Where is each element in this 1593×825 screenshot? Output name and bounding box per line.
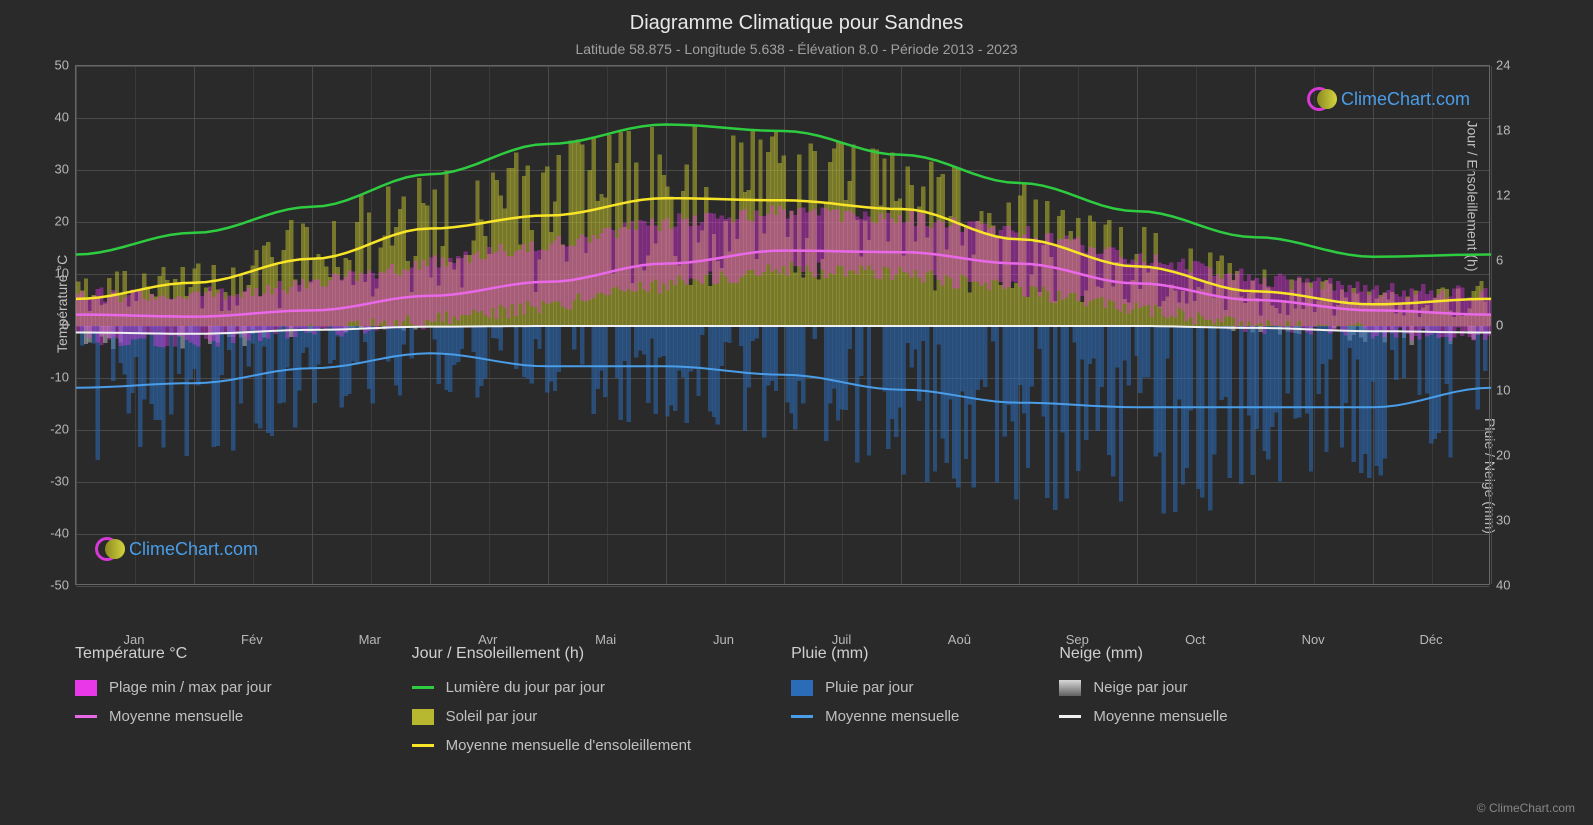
- legend-col-rain: Pluie (mm) Pluie par jour Moyenne mensue…: [791, 645, 959, 754]
- climechart-logo-icon: [1307, 85, 1335, 113]
- legend-sun-avg: Moyenne mensuelle d'ensoleillement: [412, 737, 692, 754]
- swatch-snow-avg: [1059, 715, 1081, 718]
- legend-temp-range: Plage min / max par jour: [75, 679, 272, 696]
- y-left-tick: -10: [39, 370, 69, 385]
- y-left-tick: -50: [39, 578, 69, 593]
- watermark-bottom: ClimeChart.com: [95, 535, 258, 563]
- y-right-bot-tick: 10: [1496, 383, 1524, 398]
- y-left-tick: 10: [39, 266, 69, 281]
- chart-subtitle: Latitude 58.875 - Longitude 5.638 - Élév…: [0, 35, 1593, 57]
- legend-col-temp: Température °C Plage min / max par jour …: [75, 645, 272, 754]
- y-right-bot-tick: 0: [1496, 318, 1524, 333]
- y-left-tick: 30: [39, 162, 69, 177]
- swatch-sun-avg: [412, 744, 434, 747]
- legend-snow-daily: Neige par jour: [1059, 679, 1227, 696]
- swatch-rain-avg: [791, 715, 813, 718]
- legend-rain-daily: Pluie par jour: [791, 679, 959, 696]
- y-left-tick: -20: [39, 422, 69, 437]
- y-left-tick: 50: [39, 58, 69, 73]
- y-left-tick: -40: [39, 526, 69, 541]
- legend-snow-header: Neige (mm): [1059, 645, 1227, 663]
- y-right-bot-tick: 30: [1496, 513, 1524, 528]
- legend-temp-header: Température °C: [75, 645, 272, 663]
- chart-title: Diagramme Climatique pour Sandnes: [0, 0, 1593, 35]
- swatch-daylight: [412, 686, 434, 689]
- y-right-top-tick: 24: [1496, 58, 1524, 73]
- climechart-logo-icon: [95, 535, 123, 563]
- legend-sun-daily: Soleil par jour: [412, 708, 692, 725]
- y-right-bot-tick: 40: [1496, 578, 1524, 593]
- y-right-top-tick: 18: [1496, 123, 1524, 138]
- chart-container: Température °C Jour / Ensoleillement (h)…: [75, 65, 1490, 625]
- watermark-top: ClimeChart.com: [1307, 85, 1470, 113]
- legend-daylight: Lumière du jour par jour: [412, 679, 692, 696]
- swatch-temp-avg: [75, 715, 97, 718]
- y-right-bot-tick: 20: [1496, 448, 1524, 463]
- legend-col-day: Jour / Ensoleillement (h) Lumière du jou…: [412, 645, 692, 754]
- y-left-tick: -30: [39, 474, 69, 489]
- swatch-snow-daily: [1059, 680, 1081, 696]
- plot-area: [75, 65, 1490, 585]
- legend-rain-avg: Moyenne mensuelle: [791, 708, 959, 725]
- watermark-text: ClimeChart.com: [129, 539, 258, 560]
- swatch-rain-daily: [791, 680, 813, 696]
- watermark-text: ClimeChart.com: [1341, 89, 1470, 110]
- chart-svg: [76, 66, 1491, 586]
- swatch-temp-range: [75, 680, 97, 696]
- y-left-tick: 20: [39, 214, 69, 229]
- y-right-top-tick: 12: [1496, 188, 1524, 203]
- y-right-top-tick: 6: [1496, 253, 1524, 268]
- legend: Température °C Plage min / max par jour …: [75, 645, 1490, 754]
- legend-snow-avg: Moyenne mensuelle: [1059, 708, 1227, 725]
- legend-col-snow: Neige (mm) Neige par jour Moyenne mensue…: [1059, 645, 1227, 754]
- legend-temp-avg: Moyenne mensuelle: [75, 708, 272, 725]
- legend-day-header: Jour / Ensoleillement (h): [412, 645, 692, 663]
- y-left-tick: 0: [39, 318, 69, 333]
- legend-rain-header: Pluie (mm): [791, 645, 959, 663]
- y-left-tick: 40: [39, 110, 69, 125]
- copyright: © ClimeChart.com: [1477, 801, 1575, 815]
- swatch-sun-daily: [412, 709, 434, 725]
